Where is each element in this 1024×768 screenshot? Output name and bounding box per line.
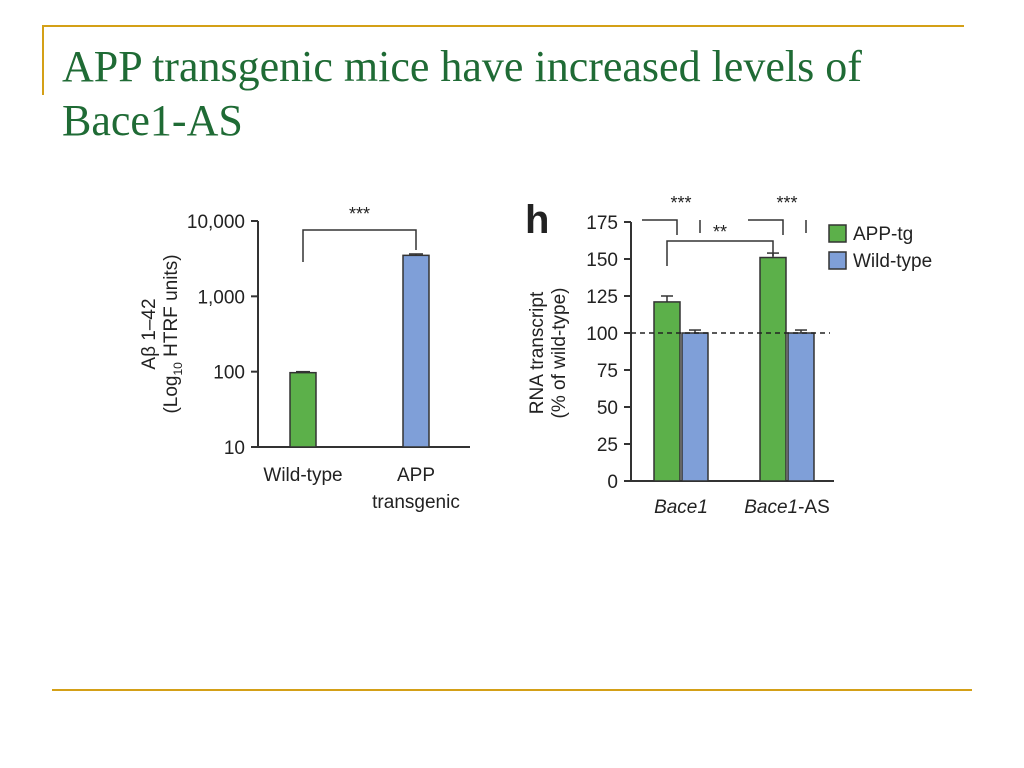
right-y-tick-label: 125 bbox=[586, 287, 618, 308]
right-significance-label: ** bbox=[713, 222, 727, 242]
panel-label-h: h bbox=[525, 198, 549, 242]
right-bar-app-tg bbox=[759, 256, 787, 482]
right-significance: *** ***** bbox=[642, 193, 807, 266]
left-x-label: transgenic bbox=[372, 492, 460, 513]
right-x-labels: Bace1 Bace1-AS bbox=[654, 497, 830, 518]
right-chart: h RNA transcript (% of wild-type) 0 25 50 7… bbox=[525, 193, 932, 518]
right-significance-label: *** bbox=[670, 193, 691, 213]
slide-title-line-2: Bace1-AS bbox=[62, 96, 243, 145]
slide-title-line-1: APP transgenic mice have increased level… bbox=[62, 42, 862, 91]
legend-swatch-app-tg bbox=[828, 224, 847, 243]
right-y-tick-label: 50 bbox=[597, 398, 618, 419]
bottom-accent-line bbox=[52, 689, 972, 691]
left-y-tick-label: 100 bbox=[213, 363, 245, 384]
right-y-tick-label: 75 bbox=[597, 361, 618, 382]
left-bar-wild-type bbox=[289, 371, 317, 448]
legend: APP-tg Wild-type bbox=[828, 224, 932, 272]
left-y-axis-label-line-1: Aβ 1–42 bbox=[139, 298, 160, 369]
right-significance-bracket bbox=[642, 219, 678, 235]
left-bar-app-transgenic bbox=[402, 254, 430, 448]
top-accent-line bbox=[42, 25, 964, 27]
left-y-tick-label: 10,000 bbox=[187, 212, 245, 233]
left-chart: Aβ 1–42 (Log10 HTRF units) 10 100 1,000 10,… bbox=[139, 204, 470, 513]
right-y-axis-label: RNA transcript (% of wild-type) bbox=[527, 288, 570, 419]
left-significance: *** bbox=[302, 204, 417, 262]
slide-title: APP transgenic mice have increased level… bbox=[62, 40, 962, 148]
left-y-tick-label: 10 bbox=[224, 438, 245, 459]
left-bars bbox=[289, 253, 430, 448]
right-bar-wild-type bbox=[681, 332, 709, 482]
right-significance-label: *** bbox=[776, 193, 797, 213]
legend-label-app-tg: APP-tg bbox=[853, 224, 913, 245]
right-significance-bracket bbox=[666, 240, 774, 266]
left-significance-bracket bbox=[302, 229, 417, 262]
right-x-label-suffix: -AS bbox=[798, 497, 830, 518]
right-y-tick-label: 100 bbox=[586, 324, 618, 345]
right-x-label-italic: Bace1 bbox=[744, 497, 798, 518]
right-y-tick-label: 175 bbox=[586, 213, 618, 234]
right-y-axis-label-line-1: RNA transcript bbox=[527, 291, 548, 414]
right-x-label-italic: Bace1 bbox=[654, 497, 708, 518]
left-accent-line bbox=[42, 25, 44, 95]
right-bars bbox=[653, 252, 815, 482]
right-x-label: Bace1-AS bbox=[744, 497, 830, 518]
right-y-ticks: 0 25 50 75 100 125 150 175 bbox=[586, 213, 631, 493]
left-y-axis-label-line-2: (Log10 HTRF units) bbox=[161, 254, 185, 413]
left-y-ticks: 10 100 1,000 10,000 bbox=[187, 212, 258, 459]
right-y-tick-label: 0 bbox=[607, 472, 618, 493]
right-y-tick-label: 25 bbox=[597, 435, 618, 456]
right-y-axis-label-line-2: (% of wild-type) bbox=[549, 288, 570, 419]
left-y-axis-label: Aβ 1–42 (Log10 HTRF units) bbox=[139, 254, 185, 413]
right-y-tick-label: 150 bbox=[586, 250, 618, 271]
left-x-labels: Wild-type APP transgenic bbox=[263, 465, 459, 513]
right-significance-bracket bbox=[748, 219, 784, 235]
right-bar-wild-type bbox=[787, 332, 815, 482]
legend-swatch-wild-type bbox=[828, 251, 847, 270]
legend-label-wild-type: Wild-type bbox=[853, 251, 932, 272]
right-x-label: Bace1 bbox=[654, 497, 708, 518]
right-bar-app-tg bbox=[653, 301, 681, 482]
left-x-label: APP bbox=[397, 465, 435, 486]
left-significance-label: *** bbox=[349, 204, 370, 224]
left-x-label: Wild-type bbox=[263, 465, 342, 486]
left-y-tick-label: 1,000 bbox=[197, 287, 245, 308]
